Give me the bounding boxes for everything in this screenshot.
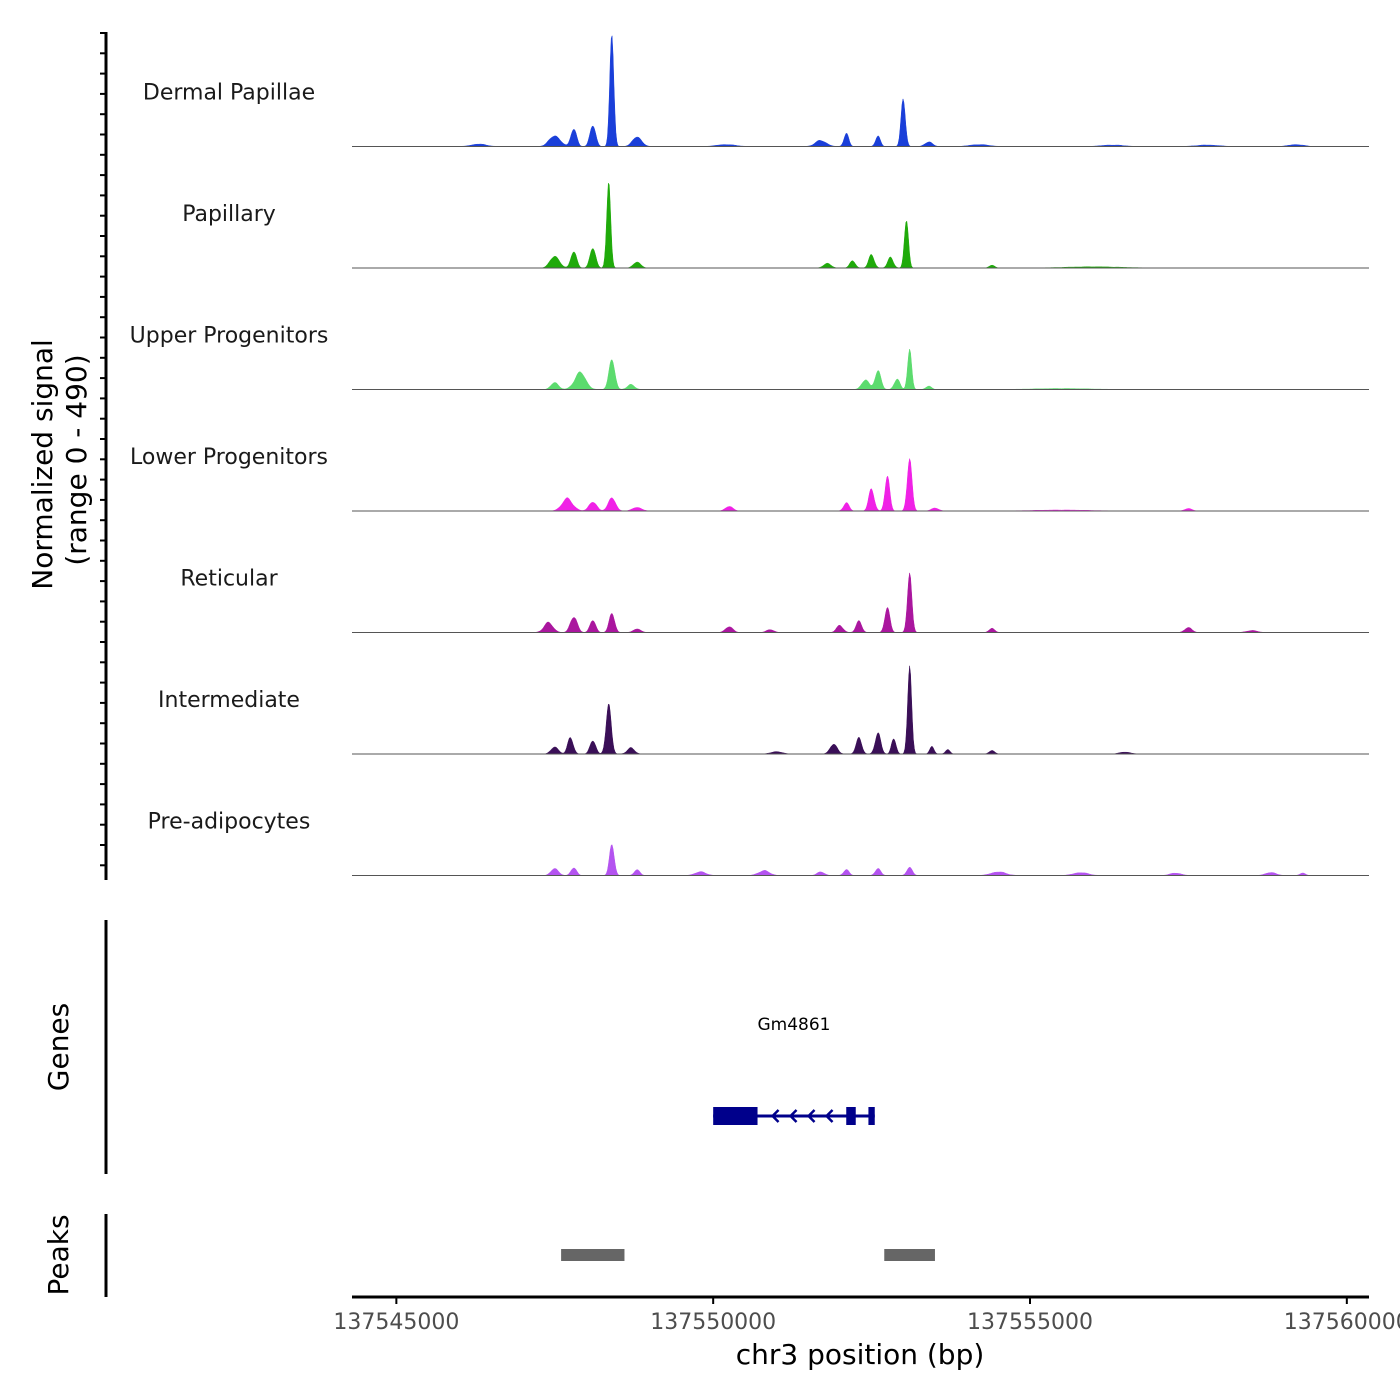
x-axis-title: chr3 position (bp) xyxy=(736,1338,985,1371)
track-lower-progenitors: Lower Progenitors xyxy=(130,445,1369,512)
gene-exon xyxy=(868,1107,875,1125)
track-label-pre-adipocytes: Pre-adipocytes xyxy=(148,810,311,835)
strand-arrow xyxy=(824,1109,834,1123)
peaks-track-title: Peaks xyxy=(42,1214,75,1295)
track-upper-progenitors: Upper Progenitors xyxy=(130,324,1369,390)
signal-area-intermediate xyxy=(434,665,1322,755)
genes-track: Gm4861 xyxy=(713,1015,875,1125)
track-label-intermediate: Intermediate xyxy=(158,688,300,713)
x-tick-label: 137555000 xyxy=(967,1310,1093,1335)
track-reticular: Reticular xyxy=(180,567,1369,633)
signal-area-pre-adipocytes xyxy=(434,844,1322,876)
genes-track-title: Genes xyxy=(42,1003,75,1091)
signal-area-dermal-papillae xyxy=(434,35,1322,147)
x-tick-label: 137545000 xyxy=(333,1310,459,1335)
gene-gm4861: Gm4861 xyxy=(713,1015,875,1125)
signal-tracks: Dermal Papillae Papillary Upper Progenitor… xyxy=(130,35,1369,876)
peak-region xyxy=(884,1249,935,1261)
strand-arrow xyxy=(788,1109,798,1123)
track-dermal-papillae: Dermal Papillae xyxy=(143,35,1369,147)
track-label-papillary: Papillary xyxy=(182,202,276,227)
x-axis-ticks: 137545000 137550000 137555000 137560000 xyxy=(333,1297,1400,1335)
x-tick-label: 137550000 xyxy=(650,1310,776,1335)
gene-label: Gm4861 xyxy=(758,1015,831,1035)
strand-arrow xyxy=(770,1109,780,1123)
track-pre-adipocytes: Pre-adipocytes xyxy=(148,810,1369,876)
signal-area-papillary xyxy=(434,182,1322,269)
signal-y-axis-title-line2: (range 0 - 490) xyxy=(60,354,93,565)
track-intermediate: Intermediate xyxy=(158,665,1369,755)
track-label-lower-progenitors: Lower Progenitors xyxy=(130,445,328,470)
signal-area-upper-progenitors xyxy=(434,348,1322,390)
signal-y-axis-ticks xyxy=(100,32,106,867)
track-label-dermal-papillae: Dermal Papillae xyxy=(143,81,315,106)
signal-y-axis-title: Normalized signal (range 0 - 490) xyxy=(26,330,93,589)
peak-region xyxy=(561,1249,625,1261)
x-tick-label: 137560000 xyxy=(1284,1310,1400,1335)
signal-area-reticular xyxy=(434,572,1322,633)
gene-exon xyxy=(846,1107,856,1125)
peaks-track xyxy=(561,1249,935,1261)
strand-arrow xyxy=(806,1109,816,1123)
track-papillary: Papillary xyxy=(182,182,1369,269)
track-label-reticular: Reticular xyxy=(180,567,278,592)
track-label-upper-progenitors: Upper Progenitors xyxy=(130,324,329,349)
signal-area-lower-progenitors xyxy=(434,458,1322,512)
signal-y-axis-title-line1: Normalized signal xyxy=(26,339,59,590)
gene-exon xyxy=(713,1107,758,1125)
